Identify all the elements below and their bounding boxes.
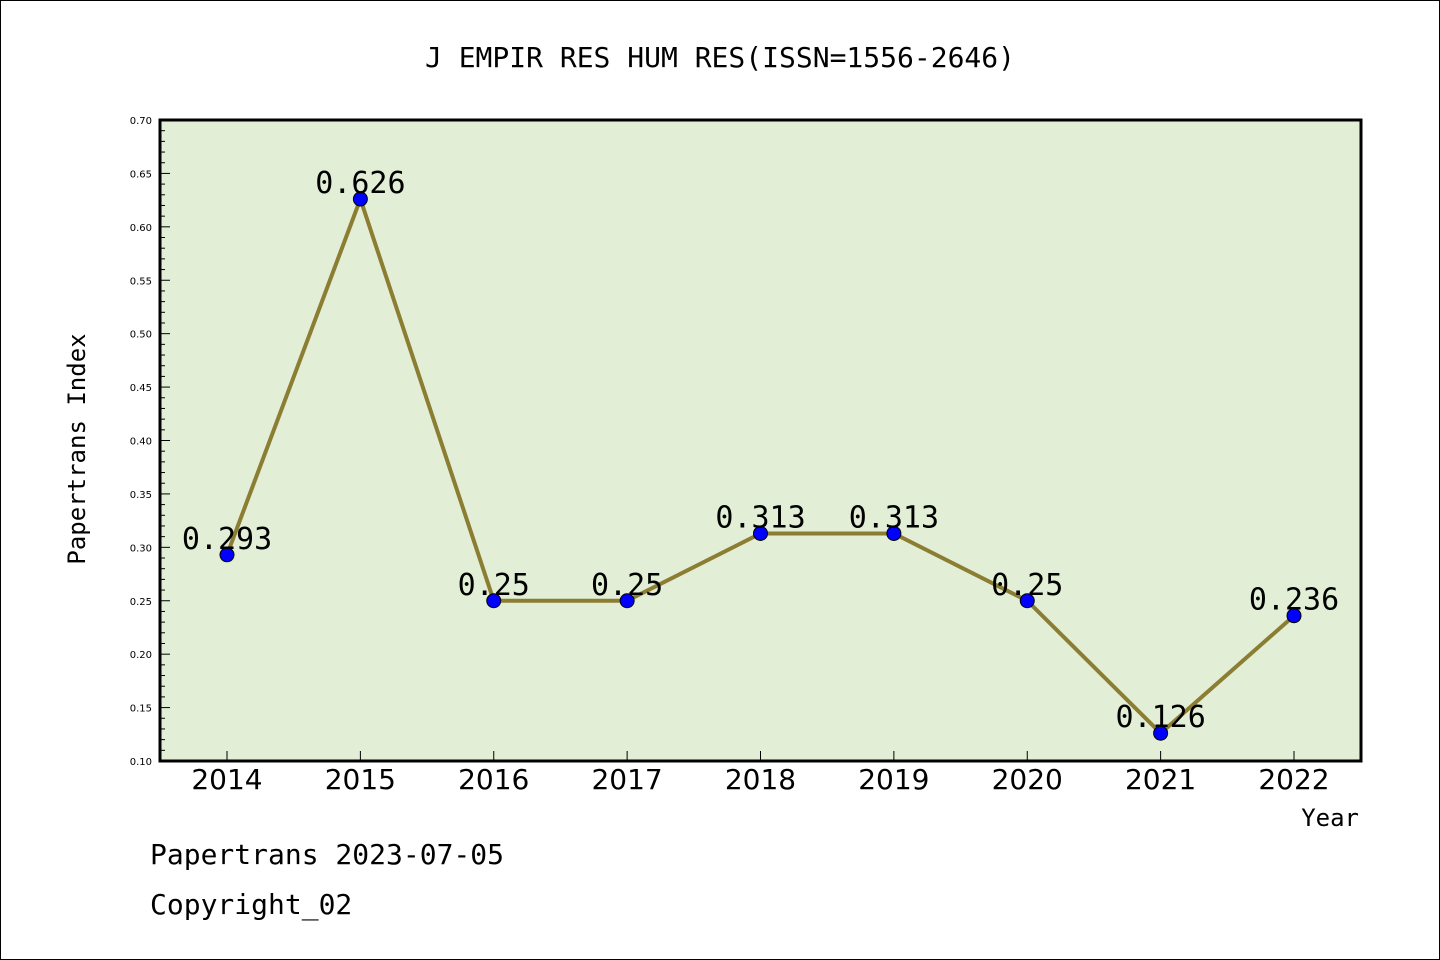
data-label: 0.313 xyxy=(849,500,939,535)
x-tick-label: 2014 xyxy=(191,763,262,796)
y-tick-label: 0.45 xyxy=(130,383,152,394)
y-tick-label: 0.25 xyxy=(130,597,152,608)
data-labels: 0.293 0.626 0.25 0.25 0.313 0.313 0.25 0.126 0.2… xyxy=(182,166,1339,735)
chart-title: J EMPIR RES HUM RES(ISSN=1556-2646) xyxy=(425,41,1015,74)
data-point xyxy=(1153,725,1169,741)
data-point xyxy=(1286,608,1302,624)
data-label: 0.25 xyxy=(458,568,530,603)
y-tick-label: 0.20 xyxy=(130,650,152,661)
data-point xyxy=(486,593,502,609)
y-tick-label: 0.30 xyxy=(130,543,152,554)
y-tick-label: 0.35 xyxy=(130,490,152,501)
y-axis-ticks xyxy=(160,119,170,762)
y-tick-label: 0.60 xyxy=(130,223,152,234)
data-point xyxy=(219,547,235,563)
y-tick-label: 0.50 xyxy=(130,330,152,341)
x-tick-label: 2018 xyxy=(725,763,796,796)
y-tick-label: 0.40 xyxy=(130,437,152,448)
data-point xyxy=(1019,593,1035,609)
x-tick-label: 2016 xyxy=(458,763,529,796)
x-tick-label: 2019 xyxy=(858,763,929,796)
data-label: 0.236 xyxy=(1249,583,1339,618)
y-tick-label: 0.15 xyxy=(130,704,152,715)
x-tick-label: 2020 xyxy=(992,763,1063,796)
x-axis-label: Year xyxy=(1301,804,1359,832)
y-tick-label: 0.70 xyxy=(130,116,152,127)
footer-date: Papertrans 2023-07-05 xyxy=(150,838,504,871)
data-point xyxy=(886,525,902,541)
data-point xyxy=(619,593,635,609)
x-tick-label: 2017 xyxy=(591,763,662,796)
data-label: 0.313 xyxy=(715,500,805,535)
series-points xyxy=(219,191,1302,741)
footer-copyright: Copyright_02 xyxy=(150,888,352,922)
y-tick-label: 0.65 xyxy=(130,169,152,180)
data-label: 0.626 xyxy=(315,166,405,201)
y-tick-label: 0.55 xyxy=(130,276,152,287)
plot-area xyxy=(158,118,1363,763)
data-label: 0.25 xyxy=(991,568,1063,603)
data-label: 0.126 xyxy=(1115,700,1205,735)
data-point xyxy=(352,191,368,207)
x-axis-tick-labels: 2014 2015 2016 2017 2018 2019 2020 2021 2022 xyxy=(191,763,1329,796)
x-tick-label: 2021 xyxy=(1125,763,1196,796)
y-axis-label: Papertrans Index xyxy=(63,333,91,564)
x-tick-label: 2015 xyxy=(325,763,396,796)
data-label: 0.25 xyxy=(591,568,663,603)
y-axis-tick-labels: 0.10 0.15 0.20 0.25 0.30 0.35 0.40 0.45 0.50 0.55… xyxy=(130,116,152,768)
x-tick-label: 2022 xyxy=(1258,763,1329,796)
y-tick-label: 0.10 xyxy=(130,757,152,768)
data-label: 0.293 xyxy=(182,522,272,557)
data-point xyxy=(753,525,768,541)
x-axis-ticks xyxy=(226,751,1295,761)
